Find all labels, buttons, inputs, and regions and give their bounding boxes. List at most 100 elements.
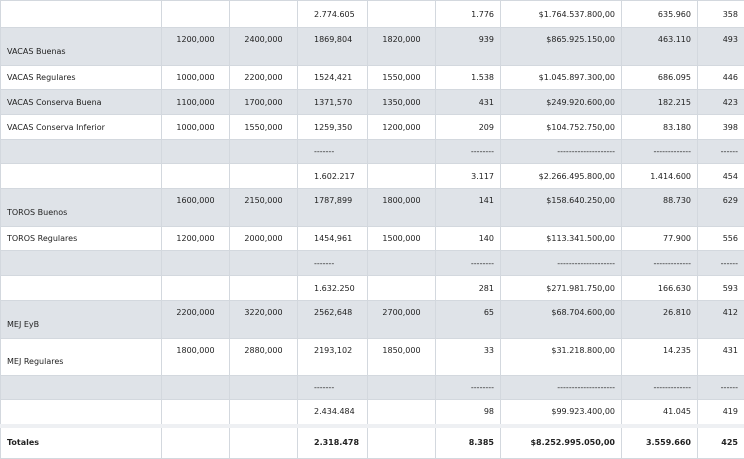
table-cell: 686.095 (622, 66, 698, 90)
table-cell (162, 376, 230, 400)
table-cell: ------ (698, 140, 744, 164)
table-cell: ------ (698, 251, 744, 276)
table-cell: 1787,899 (298, 189, 368, 227)
table-cell: 1000,000 (162, 115, 230, 140)
table-cell: 8.385 (436, 426, 501, 459)
table-cell (368, 376, 436, 400)
table-cell: VACAS Buenas (1, 28, 162, 66)
table-cell (368, 400, 436, 426)
table-cell: 77.900 (622, 227, 698, 251)
table-cell: $113.341.500,00 (501, 227, 622, 251)
table-cell: 1800,000 (162, 339, 230, 376)
table-cell: 1350,000 (368, 90, 436, 115)
table-cell (368, 426, 436, 459)
table-cell (162, 426, 230, 459)
table-cell: 398 (698, 115, 744, 140)
table-cell: 2.434.484 (298, 400, 368, 426)
table-cell: 166.630 (622, 276, 698, 301)
table-cell: 3.559.660 (622, 426, 698, 459)
table-cell: 1200,000 (162, 28, 230, 66)
table-cell (230, 164, 298, 189)
table-cell (162, 276, 230, 301)
table-cell (1, 140, 162, 164)
table-cell (230, 1, 298, 28)
table-cell: $1.045.897.300,00 (501, 66, 622, 90)
table-cell (230, 276, 298, 301)
table-cell: 98 (436, 400, 501, 426)
table-cell: VACAS Regulares (1, 66, 162, 90)
table-cell: ------- (298, 376, 368, 400)
table-cell: $104.752.750,00 (501, 115, 622, 140)
table-cell: 412 (698, 301, 744, 339)
table-cell: 1259,350 (298, 115, 368, 140)
table-cell: 1.538 (436, 66, 501, 90)
table-row: ----------------------------------------… (1, 376, 744, 400)
table-cell: 1000,000 (162, 66, 230, 90)
table-cell: 2000,000 (230, 227, 298, 251)
table-cell: 1.632.250 (298, 276, 368, 301)
table-cell: $249.920.600,00 (501, 90, 622, 115)
table-cell: 1200,000 (368, 115, 436, 140)
table-cell: 419 (698, 400, 744, 426)
table-cell: $158.640.250,00 (501, 189, 622, 227)
table-cell (1, 400, 162, 426)
table-cell (230, 140, 298, 164)
table-cell: 1869,804 (298, 28, 368, 66)
table-cell (230, 251, 298, 276)
table-cell: $99.923.400,00 (501, 400, 622, 426)
table-cell: 1700,000 (230, 90, 298, 115)
table-cell: -------------------- (501, 376, 622, 400)
table-cell: 2200,000 (162, 301, 230, 339)
table-cell: 1.602.217 (298, 164, 368, 189)
table-cell: 1524,421 (298, 66, 368, 90)
table-cell: 281 (436, 276, 501, 301)
table-cell: $68.704.600,00 (501, 301, 622, 339)
table-cell: ------ (698, 376, 744, 400)
table-cell: 1850,000 (368, 339, 436, 376)
table-cell: 431 (698, 339, 744, 376)
table-cell: $8.252.995.050,00 (501, 426, 622, 459)
table-cell: MEJ Regulares (1, 339, 162, 376)
table-cell: $2.266.495.800,00 (501, 164, 622, 189)
table-cell (368, 1, 436, 28)
table-cell: 2.318.478 (298, 426, 368, 459)
table-cell: 1100,000 (162, 90, 230, 115)
table-cell: 1.414.600 (622, 164, 698, 189)
table-cell: 2880,000 (230, 339, 298, 376)
table-cell (162, 251, 230, 276)
table-cell: 1500,000 (368, 227, 436, 251)
table-cell: 1.776 (436, 1, 501, 28)
table-cell: 431 (436, 90, 501, 115)
table-cell: 635.960 (622, 1, 698, 28)
table-cell: 2200,000 (230, 66, 298, 90)
table-cell (162, 140, 230, 164)
table-cell: 2150,000 (230, 189, 298, 227)
table-cell: $1.764.537.800,00 (501, 1, 622, 28)
table-cell: 1550,000 (230, 115, 298, 140)
table-cell: 1600,000 (162, 189, 230, 227)
table-cell: 2400,000 (230, 28, 298, 66)
table-cell: 1454,961 (298, 227, 368, 251)
table-cell: $865.925.150,00 (501, 28, 622, 66)
table-cell: 425 (698, 426, 744, 459)
table-cell (162, 164, 230, 189)
table-row: ----------------------------------------… (1, 251, 744, 276)
table-cell: -------------------- (501, 251, 622, 276)
table-cell: -------- (436, 376, 501, 400)
table-cell: 83.180 (622, 115, 698, 140)
table-cell: 65 (436, 301, 501, 339)
table-cell (1, 164, 162, 189)
table-cell: 2562,648 (298, 301, 368, 339)
table-cell: 939 (436, 28, 501, 66)
table-cell: -------------------- (501, 140, 622, 164)
